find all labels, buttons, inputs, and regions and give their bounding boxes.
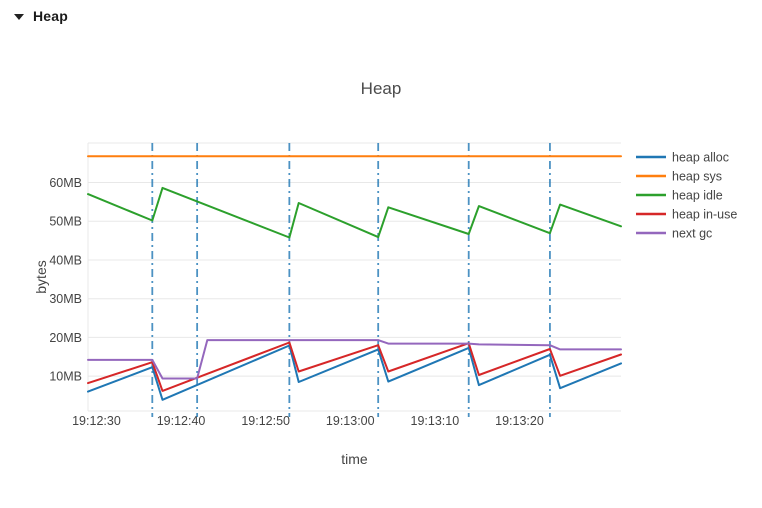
legend-label: next gc — [672, 227, 712, 241]
x-tick-label: 19:12:40 — [157, 414, 206, 428]
y-axis-title: bytes — [33, 260, 49, 293]
y-tick-label: 10MB — [49, 370, 82, 384]
x-tick-label: 19:13:00 — [326, 414, 375, 428]
legend-label: heap idle — [672, 189, 723, 203]
y-tick-label: 40MB — [49, 253, 82, 267]
legend-label: heap in-use — [672, 208, 737, 222]
plot-area[interactable] — [88, 143, 621, 411]
legend-label: heap sys — [672, 170, 722, 184]
x-tick-label: 19:12:30 — [72, 414, 121, 428]
legend-item-next-gc[interactable]: next gc — [636, 227, 712, 241]
y-tick-label: 50MB — [49, 215, 82, 229]
series-line-heap-idle — [87, 186, 622, 239]
series-line-heap-in-use — [87, 341, 622, 392]
y-tick-label: 30MB — [49, 292, 82, 306]
caret-down-icon — [14, 14, 24, 20]
x-axis-title: time — [341, 451, 368, 467]
x-tick-label: 19:12:50 — [241, 414, 290, 428]
legend-label: heap alloc — [672, 151, 729, 165]
section-title: Heap — [33, 8, 69, 24]
legend-item-heap-idle[interactable]: heap idle — [636, 189, 723, 203]
series-line-next-gc — [87, 339, 622, 380]
chart-title: Heap — [361, 79, 402, 98]
x-tick-label: 19:13:20 — [495, 414, 544, 428]
legend-item-heap-in-use[interactable]: heap in-use — [636, 208, 737, 222]
legend-item-heap-alloc[interactable]: heap alloc — [636, 151, 729, 165]
y-tick-label: 20MB — [49, 331, 82, 345]
legend-item-heap-sys[interactable]: heap sys — [636, 170, 722, 184]
y-tick-label: 60MB — [49, 176, 82, 190]
heap-section-header[interactable]: Heap — [14, 8, 68, 24]
x-tick-label: 19:13:10 — [411, 414, 460, 428]
series-line-heap-alloc — [87, 344, 622, 401]
